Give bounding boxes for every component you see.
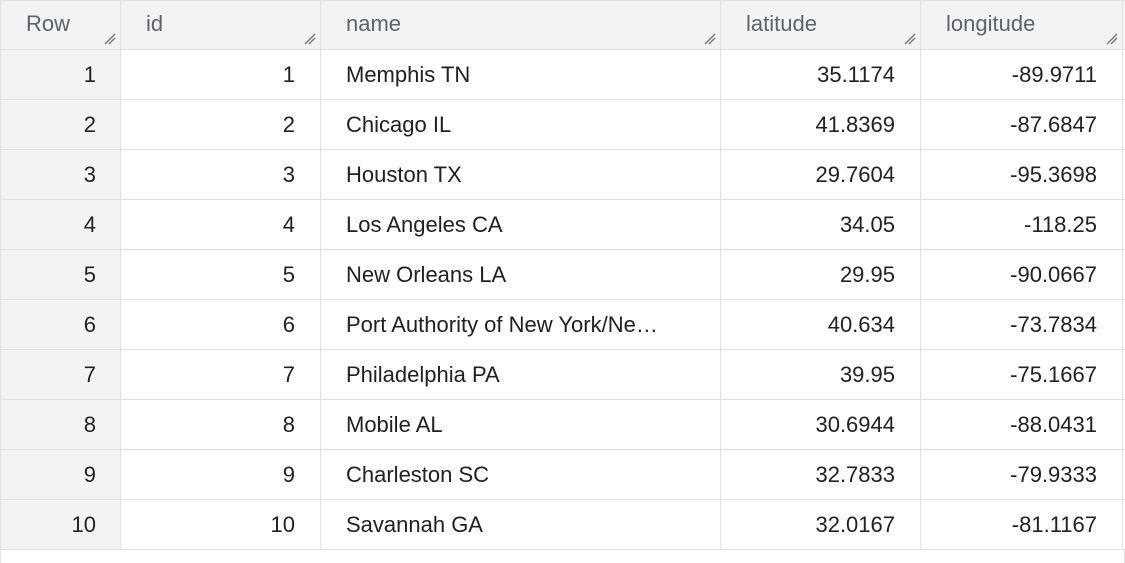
latitude-cell[interactable]: 39.95 [721, 350, 921, 399]
column-header-label: name [346, 11, 402, 36]
name-text: Charleston SC [346, 461, 490, 487]
name-text: Memphis TN [346, 61, 471, 87]
table-row[interactable]: 10 10 Savannah GA 32.0167 -81.1167 [0, 500, 1125, 550]
row-number-cell: 3 [0, 150, 121, 199]
column-header-label: latitude [746, 11, 817, 36]
column-header-label: Row [26, 11, 71, 36]
longitude-cell[interactable]: -81.1167 [921, 500, 1123, 549]
table-row[interactable]: 9 9 Charleston SC 32.7833 -79.9333 [0, 450, 1125, 500]
table-header-row: Row id name latitude [0, 0, 1125, 50]
row-number-cell: 1 [0, 50, 121, 99]
table-row[interactable]: 4 4 Los Angeles CA 34.05 -118.25 [0, 200, 1125, 250]
id-cell[interactable]: 7 [121, 350, 321, 399]
name-cell[interactable]: Mobile AL [321, 400, 721, 449]
column-header-latitude[interactable]: latitude [721, 1, 921, 49]
latitude-cell[interactable]: 29.7604 [721, 150, 921, 199]
resize-handle-icon[interactable] [704, 33, 716, 45]
table-row[interactable]: 7 7 Philadelphia PA 39.95 -75.1667 [0, 350, 1125, 400]
row-number-cell: 2 [0, 100, 121, 149]
table-row[interactable]: 5 5 New Orleans LA 29.95 -90.0667 [0, 250, 1125, 300]
row-number-cell: 8 [0, 400, 121, 449]
longitude-cell[interactable]: -89.9711 [921, 50, 1123, 99]
resize-handle-icon[interactable] [304, 33, 316, 45]
id-cell[interactable]: 10 [121, 500, 321, 549]
table-bottom-edge [0, 550, 1125, 563]
name-cell[interactable]: New Orleans LA [321, 250, 721, 299]
name-text: Savannah GA [346, 511, 483, 537]
name-text: Los Angeles CA [346, 211, 503, 237]
name-text: Port Authority of New York/Ne… [346, 311, 658, 337]
table-row[interactable]: 2 2 Chicago IL 41.8369 -87.6847 [0, 100, 1125, 150]
latitude-cell[interactable]: 30.6944 [721, 400, 921, 449]
name-text: Philadelphia PA [346, 361, 500, 387]
longitude-cell[interactable]: -118.25 [921, 200, 1123, 249]
name-text: New Orleans LA [346, 261, 507, 287]
row-number-cell: 6 [0, 300, 121, 349]
name-cell[interactable]: Savannah GA [321, 500, 721, 549]
resize-handle-icon[interactable] [1106, 33, 1118, 45]
latitude-cell[interactable]: 34.05 [721, 200, 921, 249]
name-cell[interactable]: Philadelphia PA [321, 350, 721, 399]
row-number-cell: 5 [0, 250, 121, 299]
latitude-cell[interactable]: 32.7833 [721, 450, 921, 499]
longitude-cell[interactable]: -88.0431 [921, 400, 1123, 449]
id-cell[interactable]: 4 [121, 200, 321, 249]
resize-handle-icon[interactable] [104, 33, 116, 45]
table-row[interactable]: 3 3 Houston TX 29.7604 -95.3698 [0, 150, 1125, 200]
name-cell[interactable]: Port Authority of New York/Ne… [321, 300, 721, 349]
table-row[interactable]: 6 6 Port Authority of New York/Ne… 40.63… [0, 300, 1125, 350]
column-header-row[interactable]: Row [0, 1, 121, 49]
name-text: Mobile AL [346, 411, 443, 437]
resize-handle-icon[interactable] [904, 33, 916, 45]
id-cell[interactable]: 3 [121, 150, 321, 199]
table-row[interactable]: 1 1 Memphis TN 35.1174 -89.9711 [0, 50, 1125, 100]
latitude-cell[interactable]: 40.634 [721, 300, 921, 349]
id-cell[interactable]: 6 [121, 300, 321, 349]
row-number-cell: 9 [0, 450, 121, 499]
name-cell[interactable]: Chicago IL [321, 100, 721, 149]
name-cell[interactable]: Memphis TN [321, 50, 721, 99]
longitude-cell[interactable]: -75.1667 [921, 350, 1123, 399]
id-cell[interactable]: 1 [121, 50, 321, 99]
column-header-label: longitude [946, 11, 1036, 36]
latitude-cell[interactable]: 32.0167 [721, 500, 921, 549]
column-header-longitude[interactable]: longitude [921, 1, 1123, 49]
name-cell[interactable]: Charleston SC [321, 450, 721, 499]
row-number-cell: 4 [0, 200, 121, 249]
name-text: Houston TX [346, 161, 462, 187]
id-cell[interactable]: 5 [121, 250, 321, 299]
longitude-cell[interactable]: -95.3698 [921, 150, 1123, 199]
row-number-cell: 10 [0, 500, 121, 549]
name-cell[interactable]: Houston TX [321, 150, 721, 199]
latitude-cell[interactable]: 41.8369 [721, 100, 921, 149]
name-cell[interactable]: Los Angeles CA [321, 200, 721, 249]
column-header-label: id [146, 11, 164, 36]
column-header-id[interactable]: id [121, 1, 321, 49]
row-number-cell: 7 [0, 350, 121, 399]
name-text: Chicago IL [346, 111, 452, 137]
longitude-cell[interactable]: -79.9333 [921, 450, 1123, 499]
id-cell[interactable]: 9 [121, 450, 321, 499]
id-cell[interactable]: 8 [121, 400, 321, 449]
id-cell[interactable]: 2 [121, 100, 321, 149]
latitude-cell[interactable]: 35.1174 [721, 50, 921, 99]
column-header-name[interactable]: name [321, 1, 721, 49]
longitude-cell[interactable]: -90.0667 [921, 250, 1123, 299]
longitude-cell[interactable]: -73.7834 [921, 300, 1123, 349]
latitude-cell[interactable]: 29.95 [721, 250, 921, 299]
table-row[interactable]: 8 8 Mobile AL 30.6944 -88.0431 [0, 400, 1125, 450]
longitude-cell[interactable]: -87.6847 [921, 100, 1123, 149]
